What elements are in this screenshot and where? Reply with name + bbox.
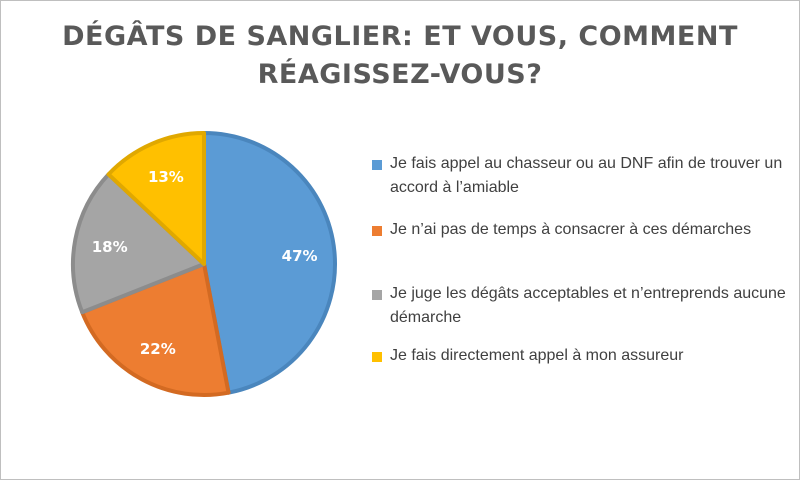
legend-label-accord-amiable: Je fais appel au chasseur ou au DNF afin… bbox=[390, 155, 783, 196]
pie-slice-accord-amiable bbox=[202, 131, 337, 395]
legend-label-assureur: Je fais directement appel à mon assureur bbox=[390, 347, 684, 364]
legend-label-degats-acceptables: Je juge les dégâts acceptables et n’entr… bbox=[390, 285, 786, 326]
data-label-assureur: 13% bbox=[148, 168, 184, 186]
legend-swatch-accord-amiable bbox=[372, 160, 382, 170]
data-label-accord-amiable: 47% bbox=[282, 247, 318, 265]
legend-swatch-degats-acceptables bbox=[372, 290, 382, 300]
chart-title-line-2: RÉAGISSEZ-VOUS? bbox=[257, 59, 543, 90]
chart-title-line-1: DÉGÂTS DE SANGLIER: ET VOUS, COMMENT bbox=[62, 21, 738, 52]
chart-title: DÉGÂTS DE SANGLIER: ET VOUS, COMMENT RÉA… bbox=[0, 18, 800, 94]
pie-slice-assureur bbox=[106, 131, 206, 266]
legend-item-assureur: Je fais directement appel à mon assureur bbox=[372, 344, 792, 368]
legend-item-accord-amiable: Je fais appel au chasseur ou au DNF afin… bbox=[372, 152, 792, 200]
pie-slice-degats-acceptables bbox=[71, 172, 206, 315]
legend-label-pas-de-temps: Je n’ai pas de temps à consacrer à ces d… bbox=[390, 221, 752, 238]
data-label-pas-de-temps: 22% bbox=[140, 340, 176, 358]
legend-swatch-assureur bbox=[372, 352, 382, 362]
data-label-degats-acceptables: 18% bbox=[92, 238, 128, 256]
legend-item-degats-acceptables: Je juge les dégâts acceptables et n’entr… bbox=[372, 282, 792, 330]
pie-slice-pas-de-temps bbox=[80, 262, 231, 397]
legend-item-pas-de-temps: Je n’ai pas de temps à consacrer à ces d… bbox=[372, 218, 792, 242]
legend-swatch-pas-de-temps bbox=[372, 226, 382, 236]
